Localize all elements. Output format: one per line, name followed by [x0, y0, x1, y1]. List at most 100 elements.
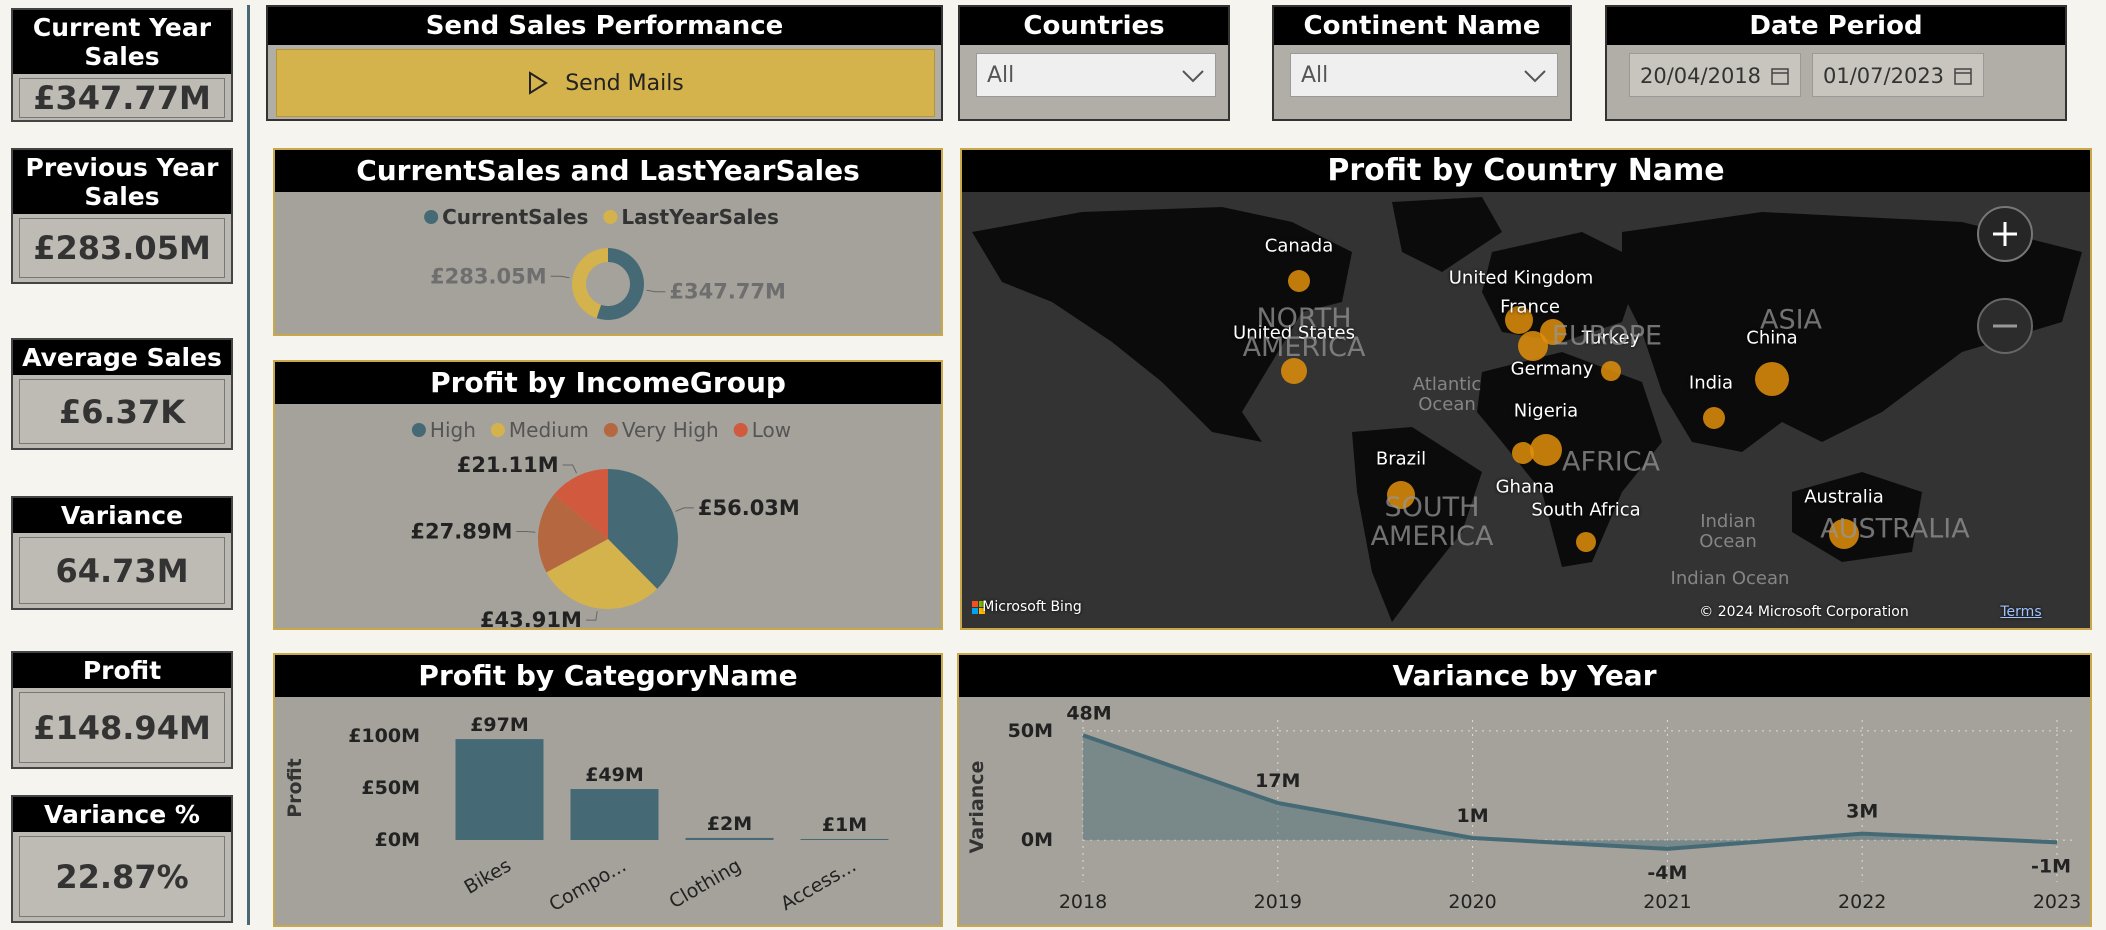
y-axis-title: Variance [966, 761, 988, 854]
kpi-card: Variance % 22.87% [11, 795, 233, 923]
slice [596, 248, 644, 320]
country-label: Germany [1510, 358, 1594, 380]
region-label: ASIA [1759, 304, 1823, 336]
chart-panel: Variance by Year Variance 0M 50M 2018 2019 20… [957, 653, 2092, 927]
x-tick-label: Access... [777, 854, 860, 915]
region-label: EUROPE [1551, 320, 1663, 352]
attribution: © 2024 Microsoft Corporation [1699, 604, 1909, 620]
filter-title: Countries [960, 7, 1228, 45]
region-label: SOUTH AMERICA [1370, 492, 1494, 552]
chart-panel: Profit by Country Name Canada United Stat… [960, 148, 2092, 630]
kpi-value: £347.77M [19, 78, 225, 118]
map-canvas [962, 192, 2090, 628]
data-label: 17M [1255, 770, 1300, 792]
bar [800, 838, 889, 840]
kpi-title: Previous Year Sales [13, 150, 231, 214]
map-bubble [1829, 519, 1859, 549]
chart-panel: CurrentSales and LastYearSales CurrentSa… [273, 148, 943, 336]
kpi-card: Previous Year Sales £283.05M [11, 148, 233, 284]
kpi-value: 64.73M [19, 537, 225, 604]
zoom-out[interactable] [1977, 298, 2033, 354]
legend-marker [603, 210, 618, 224]
country-label: United States [1233, 322, 1355, 344]
map-bubble [1703, 407, 1725, 429]
data-label: 3M [1846, 801, 1878, 823]
chart: Variance 0M 50M 2018 2019 2020 2021 2022 2023 48M… [966, 702, 2081, 913]
y-tick-label: £0M [375, 829, 420, 851]
map-bubble [1512, 442, 1534, 464]
bar [685, 837, 774, 840]
region-label: NORTH AMERICA [1242, 303, 1366, 363]
map-bubble [1530, 434, 1562, 466]
legend-marker [603, 423, 618, 437]
leader-line [562, 464, 578, 474]
y-tick-label: £50M [361, 777, 420, 799]
filter-panel: Date Period 20/04/2018 01/07/2023 [1605, 5, 2067, 121]
bar [455, 739, 544, 840]
x-tick-label: Bikes [460, 854, 515, 898]
slice [553, 469, 608, 539]
map-bubble [1387, 481, 1415, 509]
map-bubble [1576, 532, 1596, 552]
date-start[interactable]: 20/04/2018 [1629, 53, 1801, 97]
chart: High Medium Very High Low £56.03M £43.91M £27.… [410, 418, 799, 632]
dropdown[interactable]: All [1290, 53, 1558, 97]
kpi-title: Variance [13, 498, 231, 533]
chart-title: Variance by Year [959, 655, 2090, 697]
region-label: AUSTRALIA [1820, 513, 1970, 545]
attribution-link[interactable]: Terms [2000, 604, 2042, 620]
date-end[interactable]: 01/07/2023 [1812, 53, 1984, 97]
dropdown[interactable]: All [976, 53, 1216, 97]
legend-label: High [430, 418, 476, 442]
country-label: Canada [1264, 235, 1334, 257]
legend-marker [424, 210, 439, 224]
kpi-value: £148.94M [19, 692, 225, 763]
legend: CurrentSales LastYearSales [424, 205, 779, 229]
zoom-in[interactable] [1977, 206, 2033, 262]
region-label: Indian Ocean [1699, 511, 1757, 552]
x-tick-label: 2020 [1448, 891, 1496, 913]
map: Canada United States United Kingdom France T… [962, 192, 2090, 628]
filter-panel: Continent Name All [1272, 5, 1572, 121]
date-value: 20/04/2018 [1640, 64, 1762, 88]
legend-label: Low [752, 418, 791, 442]
map-bubble [1540, 319, 1566, 345]
country-label: United Kingdom [1448, 267, 1594, 289]
x-tick-label: Compo... [545, 854, 630, 915]
legend-marker [490, 423, 505, 437]
land [972, 197, 2082, 622]
legend-label: CurrentSales [442, 205, 588, 229]
country-label: India [1688, 372, 1734, 394]
legend-label: Medium [509, 418, 589, 442]
chevron [1182, 70, 1204, 83]
kpi-card: Variance 64.73M [11, 496, 233, 610]
send-button[interactable]: Send Mails [276, 49, 935, 117]
legend-label: Very High [622, 418, 719, 442]
data-label: £347.77M [669, 280, 786, 304]
country-label: Nigeria [1513, 400, 1579, 422]
kpi-card: Profit £148.94M [11, 651, 233, 769]
leader-line [550, 275, 570, 279]
map-bubble [1288, 270, 1310, 292]
kpi-value: £283.05M [19, 218, 225, 278]
data-label: £21.11M [457, 453, 559, 477]
y-tick-label: 0M [1021, 829, 1053, 851]
chart-title: CurrentSales and LastYearSales [275, 150, 941, 192]
kpi-card: Current Year Sales £347.77M [11, 8, 233, 122]
region-label: Indian Ocean [1670, 568, 1790, 589]
leader-line [585, 611, 598, 621]
data-label: £283.05M [430, 264, 547, 288]
divider [247, 5, 250, 925]
map-bubble [1518, 331, 1548, 361]
data-label: -4M [1647, 862, 1687, 884]
kpi-title: Variance % [13, 797, 231, 832]
leader-line [646, 289, 666, 293]
slice [608, 469, 678, 589]
play-icon [529, 71, 549, 95]
data-label: £27.89M [410, 519, 512, 543]
y-tick-label: £100M [348, 725, 420, 747]
kpi-value: £6.37K [19, 379, 225, 444]
dropdown-value: All [1301, 63, 1329, 88]
x-tick-label: 2018 [1059, 891, 1107, 913]
